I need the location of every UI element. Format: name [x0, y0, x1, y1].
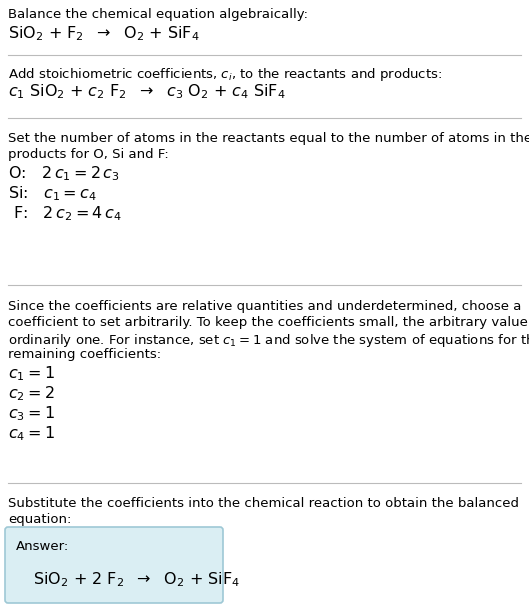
Text: $c_4 = 1$: $c_4 = 1$ [8, 424, 55, 443]
Text: F:   $2\,c_2 = 4\,c_4$: F: $2\,c_2 = 4\,c_4$ [8, 204, 122, 223]
Text: $c_1$ SiO$_2$ + $c_2$ F$_2$  $\rightarrow$  $c_3$ O$_2$ + $c_4$ SiF$_4$: $c_1$ SiO$_2$ + $c_2$ F$_2$ $\rightarrow… [8, 82, 286, 101]
Text: ordinarily one. For instance, set $c_1 = 1$ and solve the system of equations fo: ordinarily one. For instance, set $c_1 =… [8, 332, 529, 349]
Text: O:   $2\,c_1 = 2\,c_3$: O: $2\,c_1 = 2\,c_3$ [8, 164, 120, 183]
Text: equation:: equation: [8, 513, 71, 526]
Text: Answer:: Answer: [16, 540, 69, 553]
Text: SiO$_2$ + 2 F$_2$  $\rightarrow$  O$_2$ + SiF$_4$: SiO$_2$ + 2 F$_2$ $\rightarrow$ O$_2$ + … [33, 570, 240, 589]
Text: products for O, Si and F:: products for O, Si and F: [8, 148, 169, 161]
FancyBboxPatch shape [5, 527, 223, 603]
Text: $c_3 = 1$: $c_3 = 1$ [8, 404, 55, 422]
Text: Substitute the coefficients into the chemical reaction to obtain the balanced: Substitute the coefficients into the che… [8, 497, 519, 510]
Text: SiO$_2$ + F$_2$  $\rightarrow$  O$_2$ + SiF$_4$: SiO$_2$ + F$_2$ $\rightarrow$ O$_2$ + Si… [8, 24, 200, 42]
Text: Balance the chemical equation algebraically:: Balance the chemical equation algebraica… [8, 8, 308, 21]
Text: Set the number of atoms in the reactants equal to the number of atoms in the: Set the number of atoms in the reactants… [8, 132, 529, 145]
Text: Si:   $c_1 = c_4$: Si: $c_1 = c_4$ [8, 184, 96, 203]
Text: coefficient to set arbitrarily. To keep the coefficients small, the arbitrary va: coefficient to set arbitrarily. To keep … [8, 316, 529, 329]
Text: Add stoichiometric coefficients, $c_i$, to the reactants and products:: Add stoichiometric coefficients, $c_i$, … [8, 66, 442, 83]
Text: $c_1 = 1$: $c_1 = 1$ [8, 364, 55, 382]
Text: remaining coefficients:: remaining coefficients: [8, 348, 161, 361]
Text: $c_2 = 2$: $c_2 = 2$ [8, 384, 54, 402]
Text: Since the coefficients are relative quantities and underdetermined, choose a: Since the coefficients are relative quan… [8, 300, 522, 313]
